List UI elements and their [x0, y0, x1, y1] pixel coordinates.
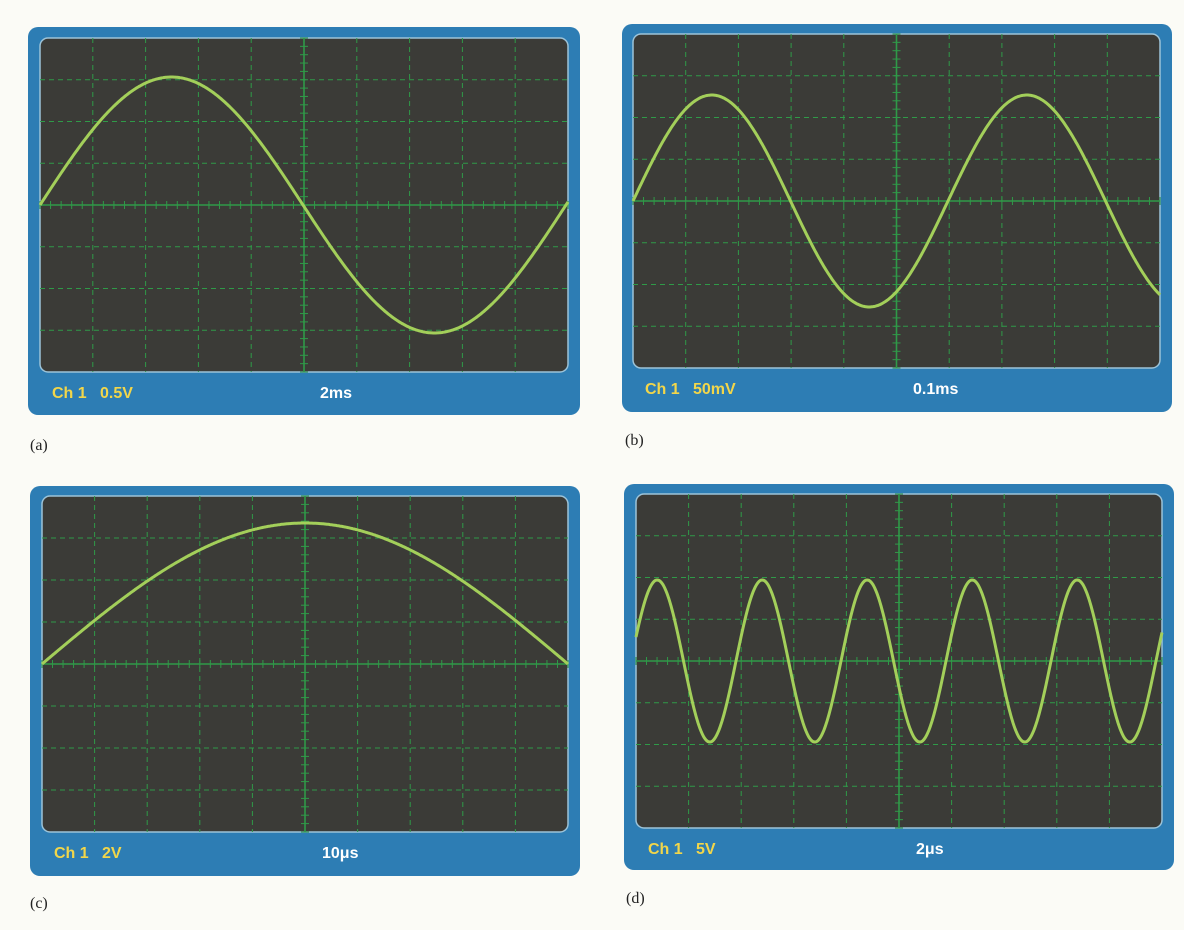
panel-label: (c): [30, 895, 48, 912]
volts-per-div: 50mV: [693, 381, 736, 398]
scope-panel: Ch 1 50mV 0.1ms: [622, 24, 1172, 412]
volts-per-div: 0.5V: [100, 385, 133, 402]
volts-per-div: 2V: [102, 845, 122, 862]
scope-panel: Ch 1 2V 10μs: [30, 486, 580, 876]
channel-label: Ch 1: [52, 385, 87, 402]
channel-label: Ch 1: [54, 845, 89, 862]
panel-label: (a): [30, 437, 48, 454]
time-per-div: 2μs: [916, 841, 944, 858]
channel-label: Ch 1: [645, 381, 680, 398]
time-per-div: 2ms: [320, 385, 352, 402]
channel-label: Ch 1: [648, 841, 683, 858]
volts-per-div: 5V: [696, 841, 716, 858]
panel-label: (d): [626, 890, 645, 907]
scope-panel: Ch 1 5V 2μs: [624, 484, 1174, 870]
time-per-div: 0.1ms: [913, 381, 958, 398]
scope-panel: Ch 1 0.5V 2ms: [28, 27, 580, 415]
panel-label: (b): [625, 432, 644, 449]
time-per-div: 10μs: [322, 845, 359, 862]
oscilloscope-figure: Ch 1 0.5V 2ms (a) Ch 1 50mV 0.1ms (b) Ch 1 2V 10μs…: [0, 0, 1184, 930]
